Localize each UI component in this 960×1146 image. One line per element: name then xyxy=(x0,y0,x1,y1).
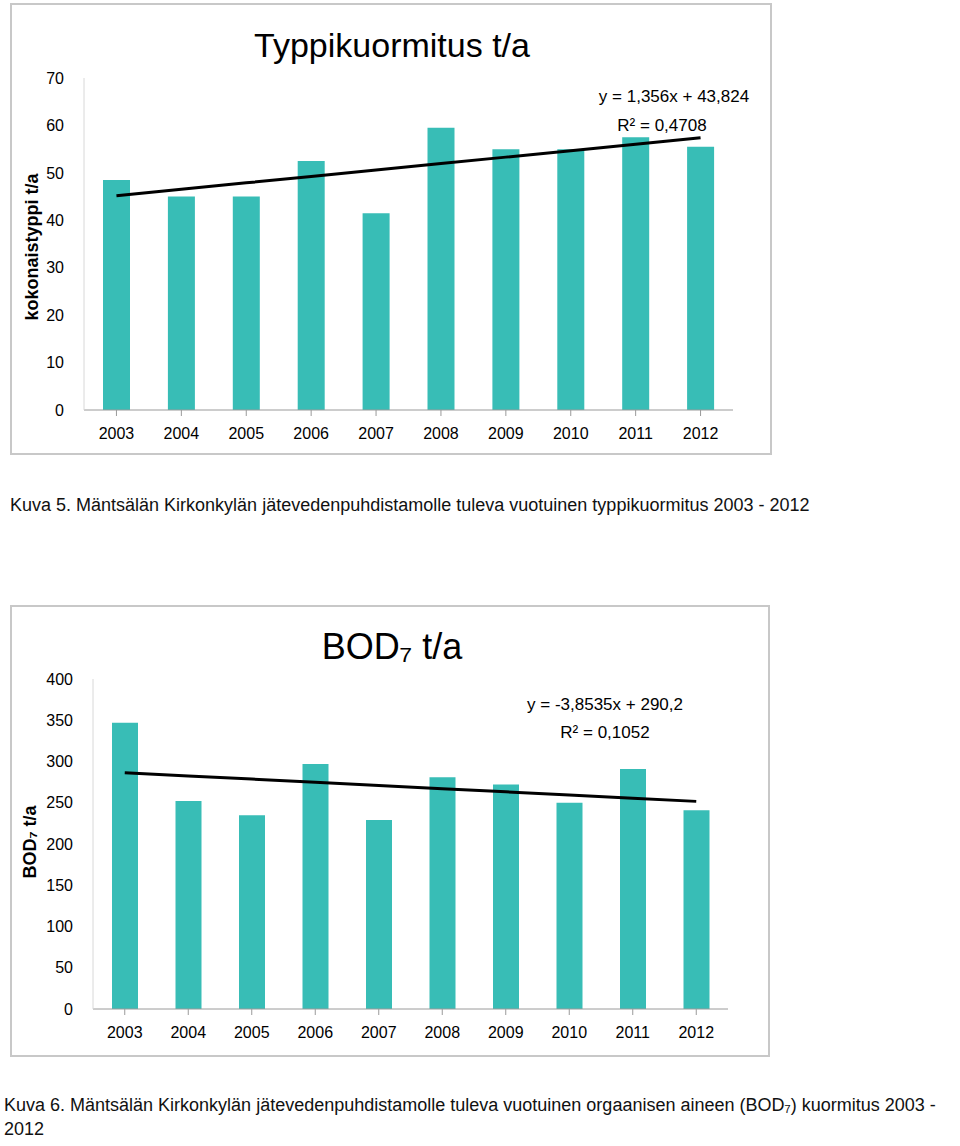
svg-text:300: 300 xyxy=(46,753,73,770)
svg-text:2003: 2003 xyxy=(107,1024,143,1041)
html-text:kokonaistyppi t/a: kokonaistyppi t/a xyxy=(21,173,42,321)
svg-text:250: 250 xyxy=(46,794,73,811)
svg-text:50: 50 xyxy=(46,165,64,182)
svg-text:2012: 2012 xyxy=(683,425,719,442)
svg-text:2006: 2006 xyxy=(293,425,329,442)
svg-text:2005: 2005 xyxy=(228,425,264,442)
svg-text:2011: 2011 xyxy=(616,1024,651,1041)
svg-text:2010: 2010 xyxy=(551,1024,587,1041)
svg-text:2008: 2008 xyxy=(424,1024,460,1041)
html-text:R² = 0,4708: R² = 0,4708 xyxy=(617,116,707,135)
svg-text:400: 400 xyxy=(46,671,73,688)
svg-text:0: 0 xyxy=(64,1001,73,1018)
svg-text:150: 150 xyxy=(46,877,73,894)
svg-text:350: 350 xyxy=(46,712,73,729)
svg-text:2007: 2007 xyxy=(361,1024,397,1041)
svg-text:2004: 2004 xyxy=(164,425,200,442)
html-text:Typpikuormitus t/a: Typpikuormitus t/a xyxy=(254,26,530,64)
svg-text:2009: 2009 xyxy=(488,1024,524,1041)
svg-text:2006: 2006 xyxy=(297,1024,333,1041)
svg-text:70: 70 xyxy=(46,70,64,87)
svg-text:40: 40 xyxy=(46,212,64,229)
html-text:BOD₇ t/a: BOD₇ t/a xyxy=(321,626,463,667)
svg-text:2010: 2010 xyxy=(553,425,589,442)
svg-text:2003: 2003 xyxy=(99,425,135,442)
svg-text:10: 10 xyxy=(46,354,64,371)
html-text:y = 1,356x + 43,824: y = 1,356x + 43,824 xyxy=(598,87,750,106)
svg-text:2011: 2011 xyxy=(618,425,653,442)
svg-text:0: 0 xyxy=(55,402,64,419)
svg-text:20: 20 xyxy=(46,307,64,324)
html-text:y = -3,8535x + 290,2: y = -3,8535x + 290,2 xyxy=(527,695,683,714)
svg-text:2004: 2004 xyxy=(170,1024,206,1041)
svg-text:200: 200 xyxy=(46,836,73,853)
html-text:R² = 0,1052: R² = 0,1052 xyxy=(560,723,650,742)
svg-text:2007: 2007 xyxy=(358,425,394,442)
svg-text:50: 50 xyxy=(55,959,73,976)
svg-text:2012: 2012 xyxy=(678,1024,714,1041)
svg-text:2005: 2005 xyxy=(234,1024,270,1041)
svg-text:30: 30 xyxy=(46,259,64,276)
svg-text:60: 60 xyxy=(46,117,64,134)
svg-text:2008: 2008 xyxy=(423,425,459,442)
html-text:Kuva 5. Mäntsälän Kirkonkylän: Kuva 5. Mäntsälän Kirkonkylän jätevedenp… xyxy=(10,495,810,515)
svg-text:2009: 2009 xyxy=(488,425,524,442)
html-text:Kuva 6. Mäntsälän Kirkonkylän: Kuva 6. Mäntsälän Kirkonkylän jätevedenp… xyxy=(4,1095,936,1140)
svg-text:100: 100 xyxy=(46,918,73,935)
html-text:BOD₇ t/a: BOD₇ t/a xyxy=(19,805,40,879)
